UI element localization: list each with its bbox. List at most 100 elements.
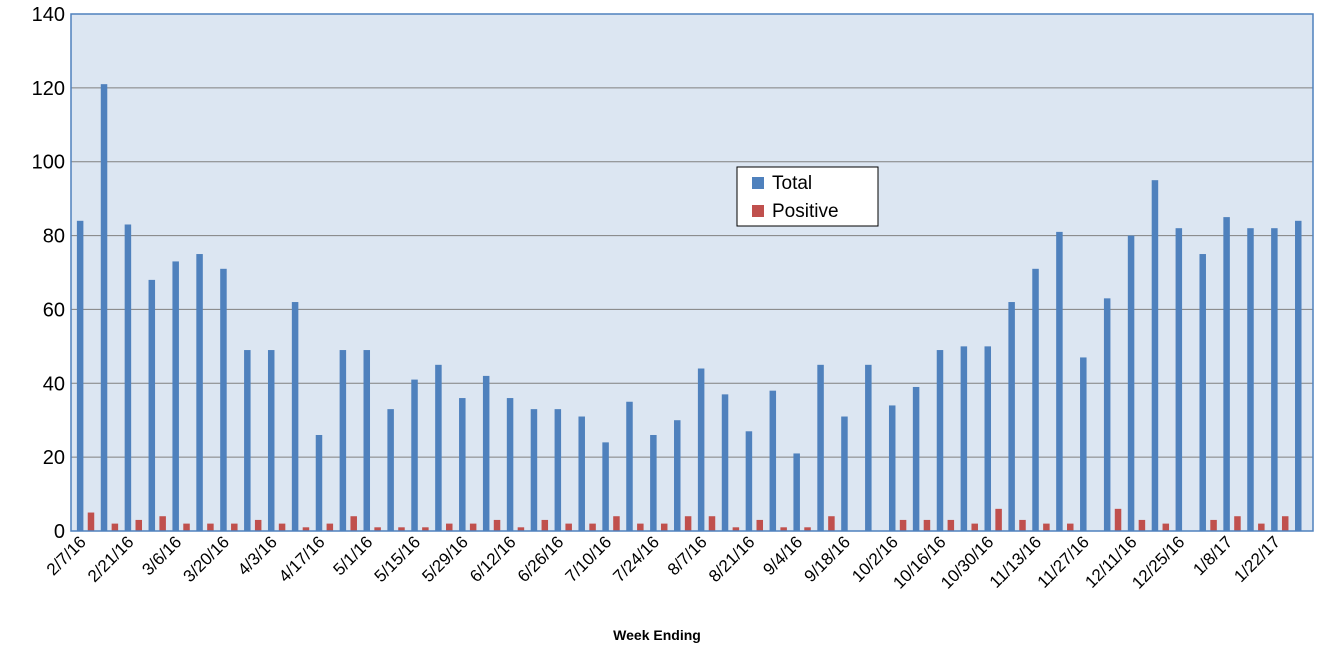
y-tick-label: 0: [54, 521, 65, 543]
bar-total: [865, 364, 872, 531]
bar-total: [936, 350, 944, 531]
bar-total: [721, 394, 729, 531]
y-axis-ticks: 0 20 40 60 80 100 120 140: [32, 4, 65, 543]
bar-positive: [756, 519, 764, 531]
y-tick-label: 140: [32, 4, 65, 26]
bar-total: [1295, 220, 1302, 532]
x-tick-label: 5/15/16: [371, 532, 425, 586]
bar-total: [100, 84, 108, 531]
bar-positive: [1067, 523, 1074, 531]
plot-area: [71, 14, 1313, 531]
bar-total: [888, 405, 896, 531]
bar-total: [1151, 180, 1159, 531]
bar-positive: [278, 523, 286, 531]
x-tick-label: 12/25/16: [1128, 532, 1188, 592]
bar-total: [363, 350, 371, 531]
legend-swatch-total: [752, 177, 764, 189]
bar-positive: [254, 519, 262, 531]
bar-total: [315, 434, 323, 531]
bar-total: [148, 279, 156, 531]
bar-total: [674, 420, 681, 531]
x-tick-label: 1/8/17: [1189, 532, 1236, 579]
x-tick-label: 6/26/16: [514, 532, 568, 586]
x-tick-label: 2/21/16: [84, 532, 138, 586]
bar-total: [530, 409, 538, 531]
legend-swatch-positive: [752, 205, 764, 217]
bar-positive: [135, 519, 143, 531]
bar-total: [220, 268, 227, 531]
bar-positive: [804, 527, 811, 531]
bar-total: [76, 220, 84, 532]
legend: Total Positive: [736, 166, 879, 227]
bar-total: [435, 364, 442, 531]
bar-positive: [446, 523, 453, 531]
y-tick-label: 40: [43, 373, 65, 395]
bar-total: [841, 416, 848, 531]
bar-positive: [159, 516, 166, 531]
bar-positive: [828, 516, 835, 531]
bar-positive: [1281, 516, 1289, 531]
bar-total: [1247, 228, 1254, 531]
bar-total: [124, 224, 132, 532]
bar-total: [244, 350, 251, 531]
x-tick-label: 6/12/16: [466, 532, 520, 586]
bar-positive: [374, 527, 381, 531]
legend-label-positive: Positive: [772, 201, 839, 222]
bar-total: [1199, 254, 1206, 532]
bar-positive: [995, 508, 1002, 531]
bar-positive: [183, 523, 190, 531]
bar-positive: [613, 516, 620, 531]
bar-total: [1080, 357, 1087, 531]
x-tick-label: 4/3/16: [234, 532, 281, 579]
bar-positive: [1138, 519, 1146, 531]
bar-total: [411, 379, 418, 531]
bar-positive: [780, 527, 787, 531]
bar-total: [387, 409, 394, 531]
bar-total: [172, 261, 179, 531]
bar-total: [1127, 235, 1135, 531]
bar-positive: [589, 523, 596, 531]
x-tick-label: 8/21/16: [705, 532, 759, 586]
x-tick-label: 1/22/17: [1230, 532, 1284, 586]
bar-positive: [684, 516, 692, 531]
bar-total: [697, 368, 705, 531]
x-axis-title: Week Ending: [613, 627, 701, 643]
bar-total: [960, 346, 968, 531]
bar-total: [984, 346, 992, 531]
legend-label-total: Total: [772, 173, 812, 194]
y-tick-label: 80: [43, 226, 65, 248]
bar-positive: [899, 519, 907, 531]
x-tick-label: 2/7/16: [43, 532, 90, 579]
bar-total: [1271, 228, 1278, 531]
y-tick-label: 120: [32, 78, 65, 100]
bar-total: [267, 350, 275, 531]
bar-positive: [231, 523, 238, 531]
bar-total: [339, 350, 347, 531]
bar-positive: [1162, 523, 1170, 531]
bar-positive: [1019, 519, 1026, 531]
bar-positive: [923, 519, 931, 531]
x-tick-label: 9/4/16: [759, 532, 806, 579]
bar-total: [912, 386, 920, 531]
bar-total: [769, 390, 777, 531]
x-tick-label: 7/24/16: [609, 532, 663, 586]
x-tick-label: 7/10/16: [562, 532, 616, 586]
bar-total: [793, 453, 800, 531]
bar-positive: [1114, 508, 1122, 531]
bar-positive: [637, 523, 644, 531]
x-tick-label: 3/20/16: [180, 532, 234, 586]
bar-total: [1175, 228, 1183, 531]
bar-total: [554, 409, 562, 531]
bar-total: [1008, 302, 1015, 531]
bar-total: [196, 254, 203, 532]
bar-total: [817, 364, 824, 531]
y-tick-label: 60: [43, 299, 65, 321]
bar-total: [482, 375, 490, 531]
x-tick-label: 9/18/16: [801, 532, 855, 586]
x-tick-label: 8/7/16: [664, 532, 711, 579]
bar-total: [459, 398, 466, 531]
x-tick-label: 11/13/16: [986, 532, 1045, 591]
y-tick-label: 100: [32, 152, 65, 174]
bar-total: [650, 434, 657, 531]
